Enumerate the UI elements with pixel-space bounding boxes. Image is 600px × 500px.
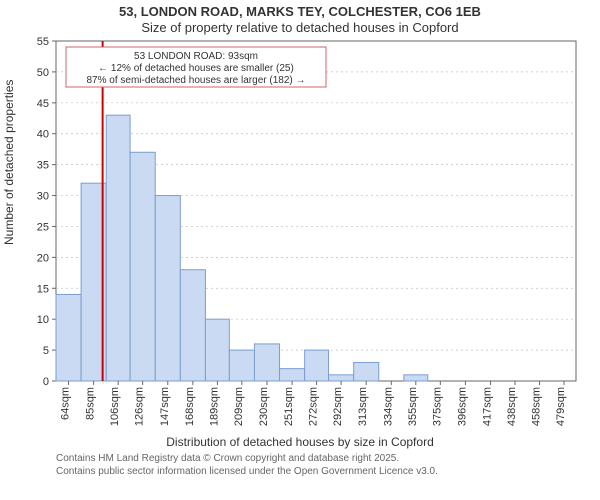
histogram-bar [56, 295, 81, 382]
histogram-bar [280, 369, 305, 381]
y-tick-label: 10 [37, 314, 49, 326]
x-tick-label: 396sqm [456, 387, 468, 426]
annotation-line1: 53 LONDON ROAD: 93sqm [134, 51, 258, 62]
y-tick-label: 50 [37, 67, 49, 79]
annotation-line3: 87% of semi-detached houses are larger (… [86, 75, 305, 86]
histogram-bar [130, 152, 155, 381]
footer-line2: Contains public sector information licen… [56, 466, 600, 479]
x-tick-label: 334sqm [382, 387, 394, 426]
x-tick-label: 272sqm [308, 387, 320, 426]
x-tick-label: 230sqm [258, 387, 270, 426]
y-tick-label: 30 [37, 191, 49, 203]
x-tick-label: 355sqm [407, 387, 419, 426]
footer-line1: Contains HM Land Registry data © Crown c… [56, 453, 600, 466]
histogram-bar [205, 319, 229, 381]
y-tick-label: 0 [43, 376, 49, 388]
y-axis-label: Number of detached properties [2, 80, 16, 245]
histogram-bar [180, 270, 205, 381]
x-tick-label: 64sqm [60, 387, 72, 420]
histogram-bar [155, 196, 180, 381]
x-tick-label: 251sqm [283, 387, 295, 426]
y-tick-label: 35 [37, 160, 49, 172]
x-axis-label: Distribution of detached houses by size … [0, 435, 600, 449]
x-tick-label: 147sqm [159, 387, 171, 426]
chart-area: Number of detached properties 0 5 10 15 20 25… [0, 35, 600, 433]
y-tick-label: 15 [37, 283, 49, 295]
y-tick-label: 20 [37, 253, 49, 265]
histogram-bar [354, 363, 379, 382]
histogram-bar [404, 375, 428, 381]
x-tick-label: 85sqm [85, 387, 97, 420]
y-tick-label: 25 [37, 222, 49, 234]
x-tick-label: 168sqm [184, 387, 196, 426]
annotation-line2: ← 12% of detached houses are smaller (25… [98, 63, 294, 74]
x-tick-label: 189sqm [208, 387, 220, 426]
title-line2: Size of property relative to detached ho… [0, 20, 600, 36]
x-tick-label: 292sqm [332, 387, 344, 426]
x-tick-label: 479sqm [555, 387, 567, 426]
histogram-svg: 0 5 10 15 20 25 30 35 40 45 50 55 64sqm 85sqm 106sqm 12… [0, 35, 600, 433]
histogram-bar [305, 350, 329, 381]
y-tick-label: 5 [43, 345, 49, 357]
y-tick-label: 40 [37, 129, 49, 141]
y-tick-label: 55 [37, 36, 49, 48]
footer-attribution: Contains HM Land Registry data © Crown c… [0, 449, 600, 478]
histogram-bar [229, 350, 254, 381]
x-tick-label: 106sqm [109, 387, 121, 426]
x-tick-label: 313sqm [357, 387, 369, 426]
histogram-bar [106, 115, 130, 381]
x-tick-label: 417sqm [482, 387, 494, 426]
y-tick-label: 45 [37, 98, 49, 110]
x-tick-label: 126sqm [134, 387, 146, 426]
chart-titles: 53, LONDON ROAD, MARKS TEY, COLCHESTER, … [0, 0, 600, 35]
x-tick-label: 458sqm [531, 387, 543, 426]
x-tick-label: 438sqm [506, 387, 518, 426]
histogram-bar [329, 375, 354, 381]
x-tick-label: 209sqm [233, 387, 245, 426]
title-line1: 53, LONDON ROAD, MARKS TEY, COLCHESTER, … [0, 4, 600, 20]
x-tick-label: 375sqm [431, 387, 443, 426]
histogram-bar [254, 344, 279, 381]
